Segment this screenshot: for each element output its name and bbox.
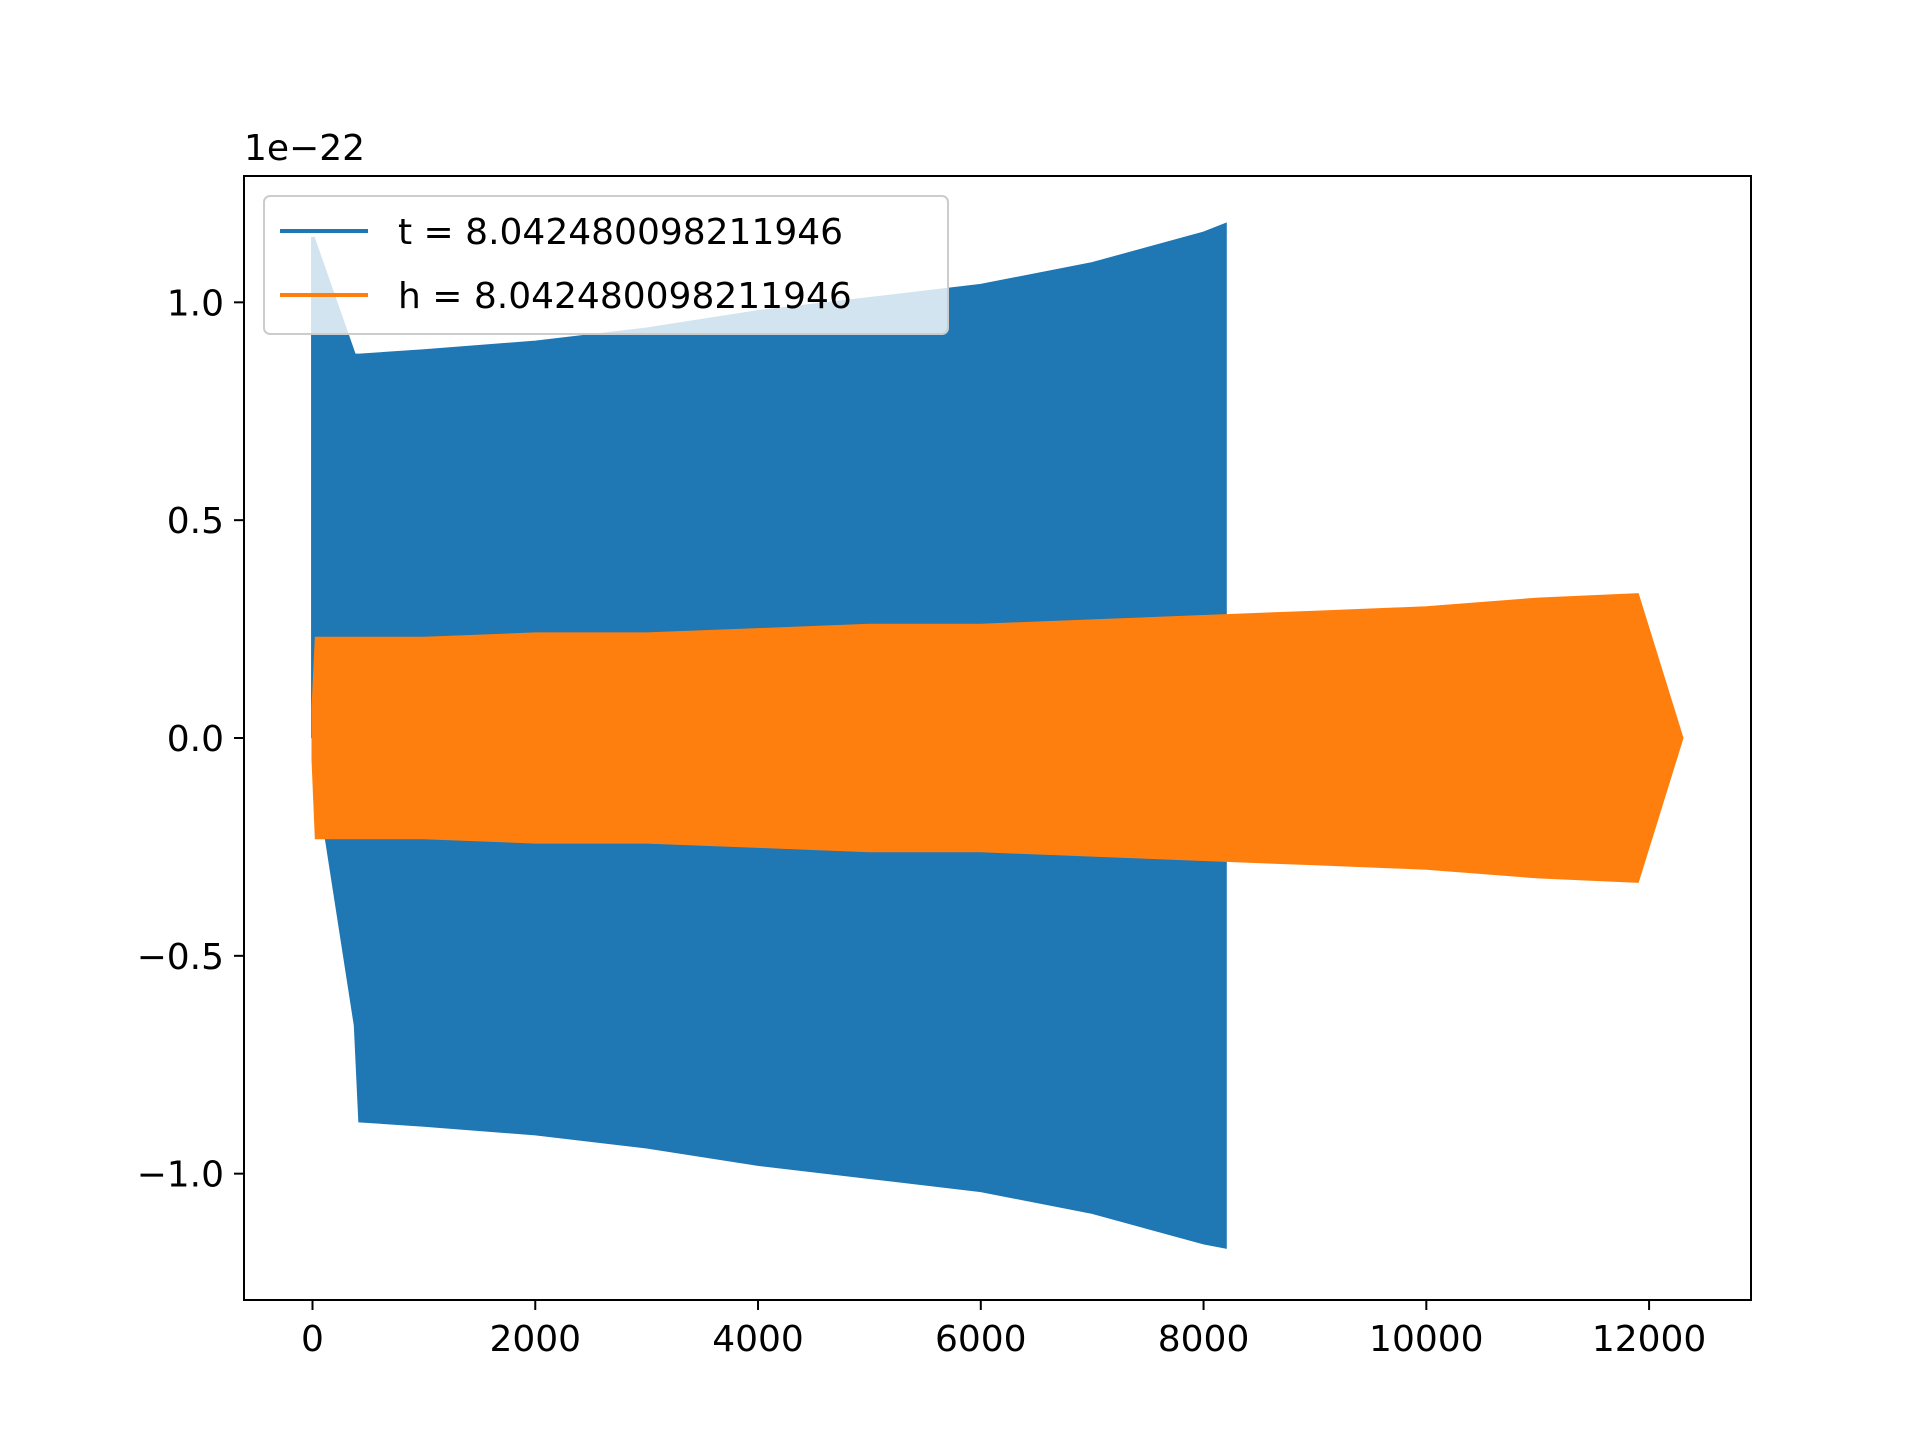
x-tick-label: 8000 [1158,1319,1250,1360]
y-tick-label: 0.5 [167,501,224,542]
x-tick-label: 0 [301,1319,324,1360]
x-tick-label: 2000 [489,1319,581,1360]
x-tick-label: 6000 [935,1319,1027,1360]
x-tick-label: 4000 [712,1319,804,1360]
y-tick-label: 1.0 [167,283,224,324]
series-h [311,593,1684,883]
y-axis-ticks: 1.0 0.5 0.0 −0.5 −1.0 [137,283,244,1196]
y-tick-label: −0.5 [137,937,224,978]
y-tick-label: −1.0 [137,1155,224,1196]
y-tick-label: 0.0 [167,719,224,760]
series-band [311,593,1684,883]
legend-box [263,195,949,335]
legend-label: t = 8.042480098211946 [398,212,843,253]
x-axis-ticks: 0 2000 4000 6000 8000 10000 12000 [301,1300,1706,1360]
y-axis-offset-label: 1e−22 [244,128,365,169]
legend-label: h = 8.042480098211946 [398,276,852,317]
legend: t = 8.042480098211946 h = 8.0424800982119… [263,195,949,335]
series-layer [311,222,1684,1249]
x-tick-label: 12000 [1592,1319,1707,1360]
x-tick-label: 10000 [1369,1319,1484,1360]
